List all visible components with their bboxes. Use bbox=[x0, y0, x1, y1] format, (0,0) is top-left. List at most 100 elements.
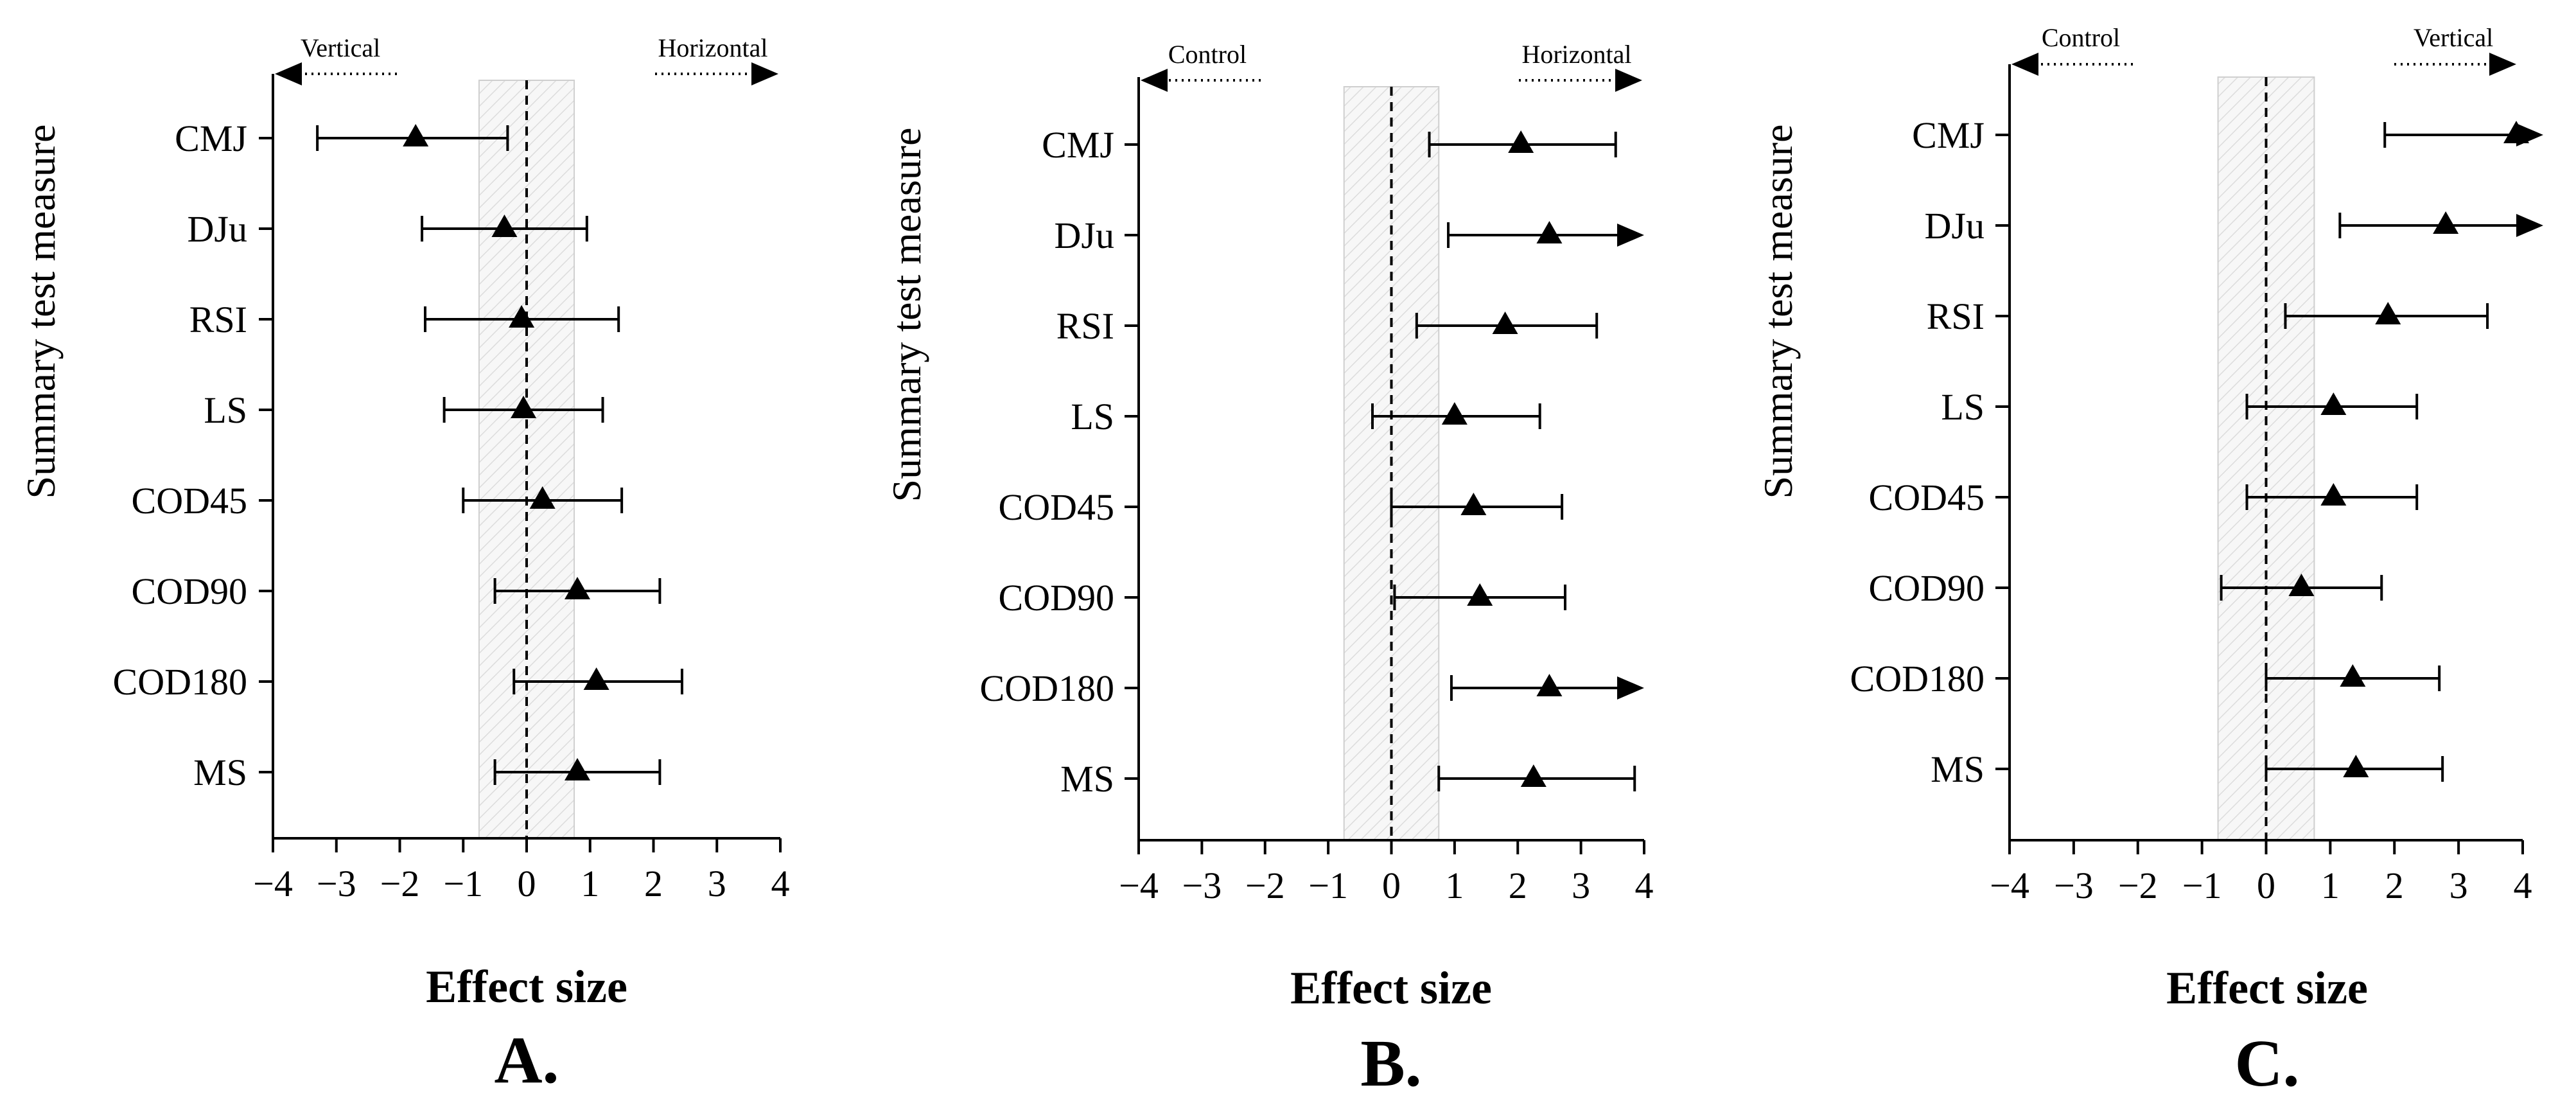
effect-estimate-marker bbox=[565, 758, 590, 780]
x-tick-label: −2 bbox=[1245, 865, 1285, 906]
x-tick-label: −1 bbox=[443, 863, 483, 904]
effect-estimate-marker bbox=[1508, 130, 1534, 153]
x-tick-label: −4 bbox=[1990, 865, 2029, 906]
effect-estimate-marker bbox=[1520, 764, 1546, 787]
category-label: LS bbox=[1071, 396, 1114, 437]
category-label: RSI bbox=[1056, 305, 1114, 347]
effect-estimate-marker bbox=[1492, 312, 1518, 334]
category-label: DJu bbox=[188, 208, 247, 250]
category-label: MS bbox=[1931, 748, 1985, 790]
effect-estimate-marker bbox=[2343, 755, 2369, 777]
ci-arrowhead bbox=[1617, 676, 1644, 700]
x-tick-label: 4 bbox=[771, 863, 790, 904]
x-tick-label: −3 bbox=[1182, 865, 1222, 906]
category-label: COD180 bbox=[113, 661, 247, 703]
direction-left: Vertical bbox=[275, 33, 398, 85]
category-label: CMJ bbox=[1912, 114, 1985, 156]
category-label: DJu bbox=[1055, 215, 1114, 256]
x-tick-label: 4 bbox=[2514, 865, 2532, 906]
category-label: LS bbox=[1941, 386, 1985, 428]
panel-a: −4 −3 −2 −1 0 1 2 3 4 CMJ DJu RSI LS COD45 COD90 COD18… bbox=[18, 33, 790, 1097]
effect-estimate-marker bbox=[2340, 664, 2366, 687]
effect-estimate-marker bbox=[529, 486, 556, 509]
panel-c: −4 −3 −2 −1 0 1 2 3 4 CMJ DJu RSI LS COD45 COD90 COD18… bbox=[1755, 23, 2543, 1100]
effect-estimate-marker bbox=[2375, 302, 2401, 324]
panel-b: −4 −3 −2 −1 0 1 2 3 4 CMJ DJu RSI LS COD45 COD90 COD18… bbox=[884, 40, 1654, 1100]
x-tick-label: 2 bbox=[644, 863, 663, 904]
direction-right: Vertical bbox=[2394, 23, 2516, 76]
y-axis-label: Summary test measure bbox=[1755, 125, 1801, 499]
x-tick-label: −1 bbox=[1308, 865, 1348, 906]
x-tick-label: −4 bbox=[1119, 865, 1159, 906]
category-label: COD90 bbox=[132, 570, 247, 612]
x-axis-label: Effect size bbox=[426, 961, 627, 1012]
direction-left-label: Vertical bbox=[301, 33, 380, 62]
x-tick-label: 1 bbox=[581, 863, 599, 904]
x-tick-label: −1 bbox=[2182, 865, 2222, 906]
x-tick-label: 4 bbox=[1635, 865, 1654, 906]
panel-letter: B. bbox=[1360, 1026, 1421, 1100]
x-tick-label: 3 bbox=[708, 863, 726, 904]
x-tick-label: −4 bbox=[253, 863, 293, 904]
effect-estimate-marker bbox=[491, 215, 518, 237]
x-tick-label: 3 bbox=[2449, 865, 2468, 906]
category-label: MS bbox=[1060, 758, 1114, 800]
category-label: COD45 bbox=[999, 486, 1114, 528]
effect-estimate-marker bbox=[2288, 574, 2315, 596]
effect-estimate-marker bbox=[511, 396, 537, 418]
x-axis-label: Effect size bbox=[1290, 962, 1492, 1014]
panel-letter: A. bbox=[494, 1023, 559, 1097]
direction-right-label: Horizontal bbox=[658, 33, 767, 62]
direction-right: Horizontal bbox=[1519, 40, 1642, 92]
y-axis-label: Summary test measure bbox=[18, 125, 64, 499]
effect-estimate-marker bbox=[583, 667, 609, 690]
direction-left: Control bbox=[1141, 40, 1262, 92]
category-label: CMJ bbox=[1042, 124, 1114, 166]
effect-estimate-marker bbox=[1441, 402, 1468, 425]
x-axis-label: Effect size bbox=[2166, 962, 2368, 1014]
effect-estimate-marker bbox=[565, 577, 590, 599]
direction-left-label: Control bbox=[2042, 23, 2120, 52]
effect-estimate-marker bbox=[509, 305, 535, 328]
x-tick-label: −2 bbox=[380, 863, 420, 904]
category-label: LS bbox=[204, 389, 247, 431]
x-tick-label: 1 bbox=[1445, 865, 1464, 906]
effect-estimate-marker bbox=[2503, 121, 2530, 143]
direction-left-label: Control bbox=[1168, 40, 1247, 69]
effect-estimate-marker bbox=[1536, 221, 1563, 243]
category-label: COD45 bbox=[1869, 477, 1985, 518]
category-label: DJu bbox=[1925, 205, 1985, 247]
effect-estimate-marker bbox=[1536, 674, 1563, 696]
category-label: COD180 bbox=[980, 667, 1114, 709]
x-tick-label: 2 bbox=[1509, 865, 1527, 906]
x-tick-label: 0 bbox=[1382, 865, 1401, 906]
effect-estimate-marker bbox=[1460, 493, 1487, 515]
x-tick-label: −2 bbox=[2118, 865, 2158, 906]
panel-letter: C. bbox=[2234, 1026, 2299, 1100]
category-label: COD90 bbox=[1869, 567, 1985, 609]
x-tick-label: 3 bbox=[1572, 865, 1590, 906]
direction-right: Horizontal bbox=[655, 33, 778, 85]
x-tick-label: −3 bbox=[2054, 865, 2094, 906]
x-tick-label: 2 bbox=[2385, 865, 2404, 906]
x-tick-label: 0 bbox=[518, 863, 536, 904]
effect-estimate-marker bbox=[2320, 483, 2347, 506]
effect-estimate-marker bbox=[403, 124, 429, 146]
y-axis-label: Summary test measure bbox=[884, 128, 929, 502]
x-tick-label: 0 bbox=[2257, 865, 2275, 906]
effect-estimate-marker bbox=[2320, 392, 2347, 415]
ci-arrowhead bbox=[1617, 224, 1644, 247]
category-label: COD45 bbox=[132, 480, 247, 522]
ci-arrowhead bbox=[2516, 214, 2543, 237]
effect-estimate-marker bbox=[1467, 583, 1493, 606]
category-label: RSI bbox=[1927, 295, 1985, 337]
x-tick-label: 1 bbox=[2321, 865, 2340, 906]
direction-right-label: Vertical bbox=[2414, 23, 2493, 52]
effect-estimate-marker bbox=[2433, 211, 2459, 234]
category-label: COD90 bbox=[999, 577, 1114, 619]
category-label: COD180 bbox=[1850, 658, 1985, 700]
direction-left: Control bbox=[2011, 23, 2134, 76]
category-label: MS bbox=[193, 752, 247, 793]
category-label: CMJ bbox=[175, 118, 247, 159]
